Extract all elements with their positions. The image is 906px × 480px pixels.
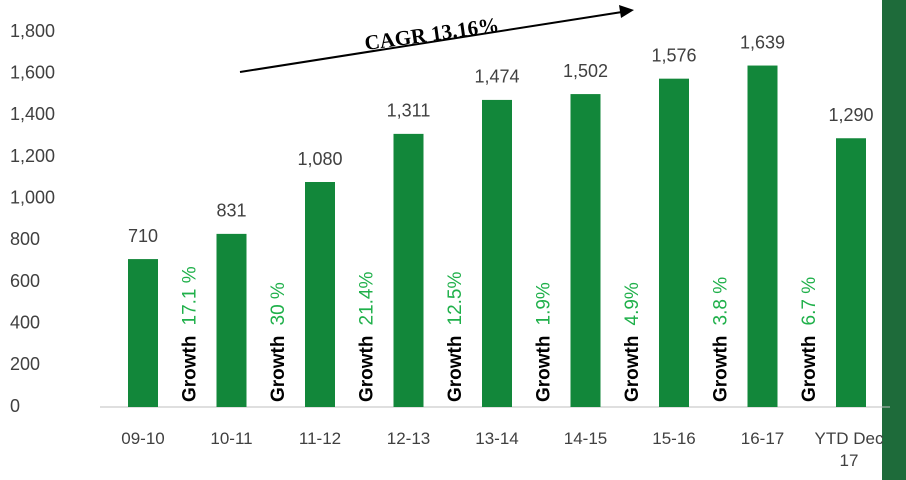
value-label: 1,290 <box>828 105 873 125</box>
growth-value: 21.4% <box>356 272 377 326</box>
x-tick-label: 09-10 <box>121 429 165 448</box>
growth-label: Growth 4.9% <box>622 282 643 402</box>
growth-word: Growth <box>445 336 466 403</box>
growth-value: 6.7 % <box>799 277 820 326</box>
bar <box>747 65 778 408</box>
cagr-arrowhead <box>619 5 634 18</box>
growth-word: Growth <box>268 336 289 403</box>
x-tick-label: 14-15 <box>563 429 608 448</box>
value-label: 1,502 <box>563 61 608 81</box>
x-tick-label: YTD Dec 17 <box>814 429 884 470</box>
growth-label: Growth 3.8 % <box>710 277 731 402</box>
y-tick-label: 1,000 <box>10 187 55 207</box>
value-label: 1,639 <box>740 32 785 52</box>
bar <box>216 233 247 407</box>
growth-word: Growth <box>710 336 731 403</box>
y-tick-label: 1,800 <box>10 21 55 41</box>
bar <box>128 259 158 407</box>
y-tick-label: 600 <box>10 271 40 291</box>
growth-value: 12.5% <box>445 272 466 326</box>
y-tick-label: 1,200 <box>10 146 55 166</box>
growth-value: 3.8 % <box>710 277 731 326</box>
growth-label: Growth 12.5% <box>445 272 466 402</box>
value-label: 831 <box>216 201 246 221</box>
growth-value: 4.9% <box>622 282 643 325</box>
growth-label: Growth 17.1 % <box>179 266 200 402</box>
growth-word: Growth <box>179 336 200 403</box>
growth-value: 1.9% <box>533 282 554 325</box>
side-stripe <box>882 0 906 480</box>
value-label: 1,311 <box>387 101 431 121</box>
growth-label: Growth 21.4% <box>356 272 377 402</box>
x-tick-label: 12-13 <box>386 429 431 448</box>
bar <box>482 99 512 408</box>
growth-label: Growth 30 % <box>268 282 289 402</box>
bar <box>570 94 601 407</box>
x-tick-label: 16-17 <box>740 429 785 448</box>
bar <box>305 182 335 407</box>
growth-word: Growth <box>356 336 377 403</box>
x-tick-label: 15-16 <box>652 429 696 448</box>
y-tick-label: 1,600 <box>10 62 55 82</box>
growth-label: Growth 1.9% <box>533 282 554 402</box>
y-tick-label: 400 <box>10 312 40 332</box>
value-label: 1,474 <box>474 67 519 87</box>
growth-word: Growth <box>622 336 643 403</box>
x-tick-label: 11-12 <box>298 429 342 448</box>
value-label: 710 <box>128 226 158 246</box>
cagr-arrow <box>239 11 623 73</box>
x-tick-label: 13-14 <box>475 429 519 448</box>
bar <box>393 133 424 407</box>
growth-word: Growth <box>533 336 554 403</box>
y-tick-label: 1,400 <box>10 104 55 124</box>
bar <box>659 78 689 408</box>
growth-label: Growth 6.7 % <box>799 277 820 402</box>
x-tick-label: 10-11 <box>210 429 253 448</box>
growth-word: Growth <box>799 336 820 403</box>
y-tick-label: 200 <box>10 354 40 374</box>
cagr-annotation: CAGR 13.16% <box>363 13 500 56</box>
bar <box>836 138 866 407</box>
growth-value: 30 % <box>268 282 289 325</box>
value-label: 1,576 <box>651 45 696 65</box>
growth-value: 17.1 % <box>179 266 200 325</box>
y-tick-label: 0 <box>10 396 20 416</box>
value-label: 1,080 <box>297 149 342 169</box>
y-tick-label: 800 <box>10 229 40 249</box>
